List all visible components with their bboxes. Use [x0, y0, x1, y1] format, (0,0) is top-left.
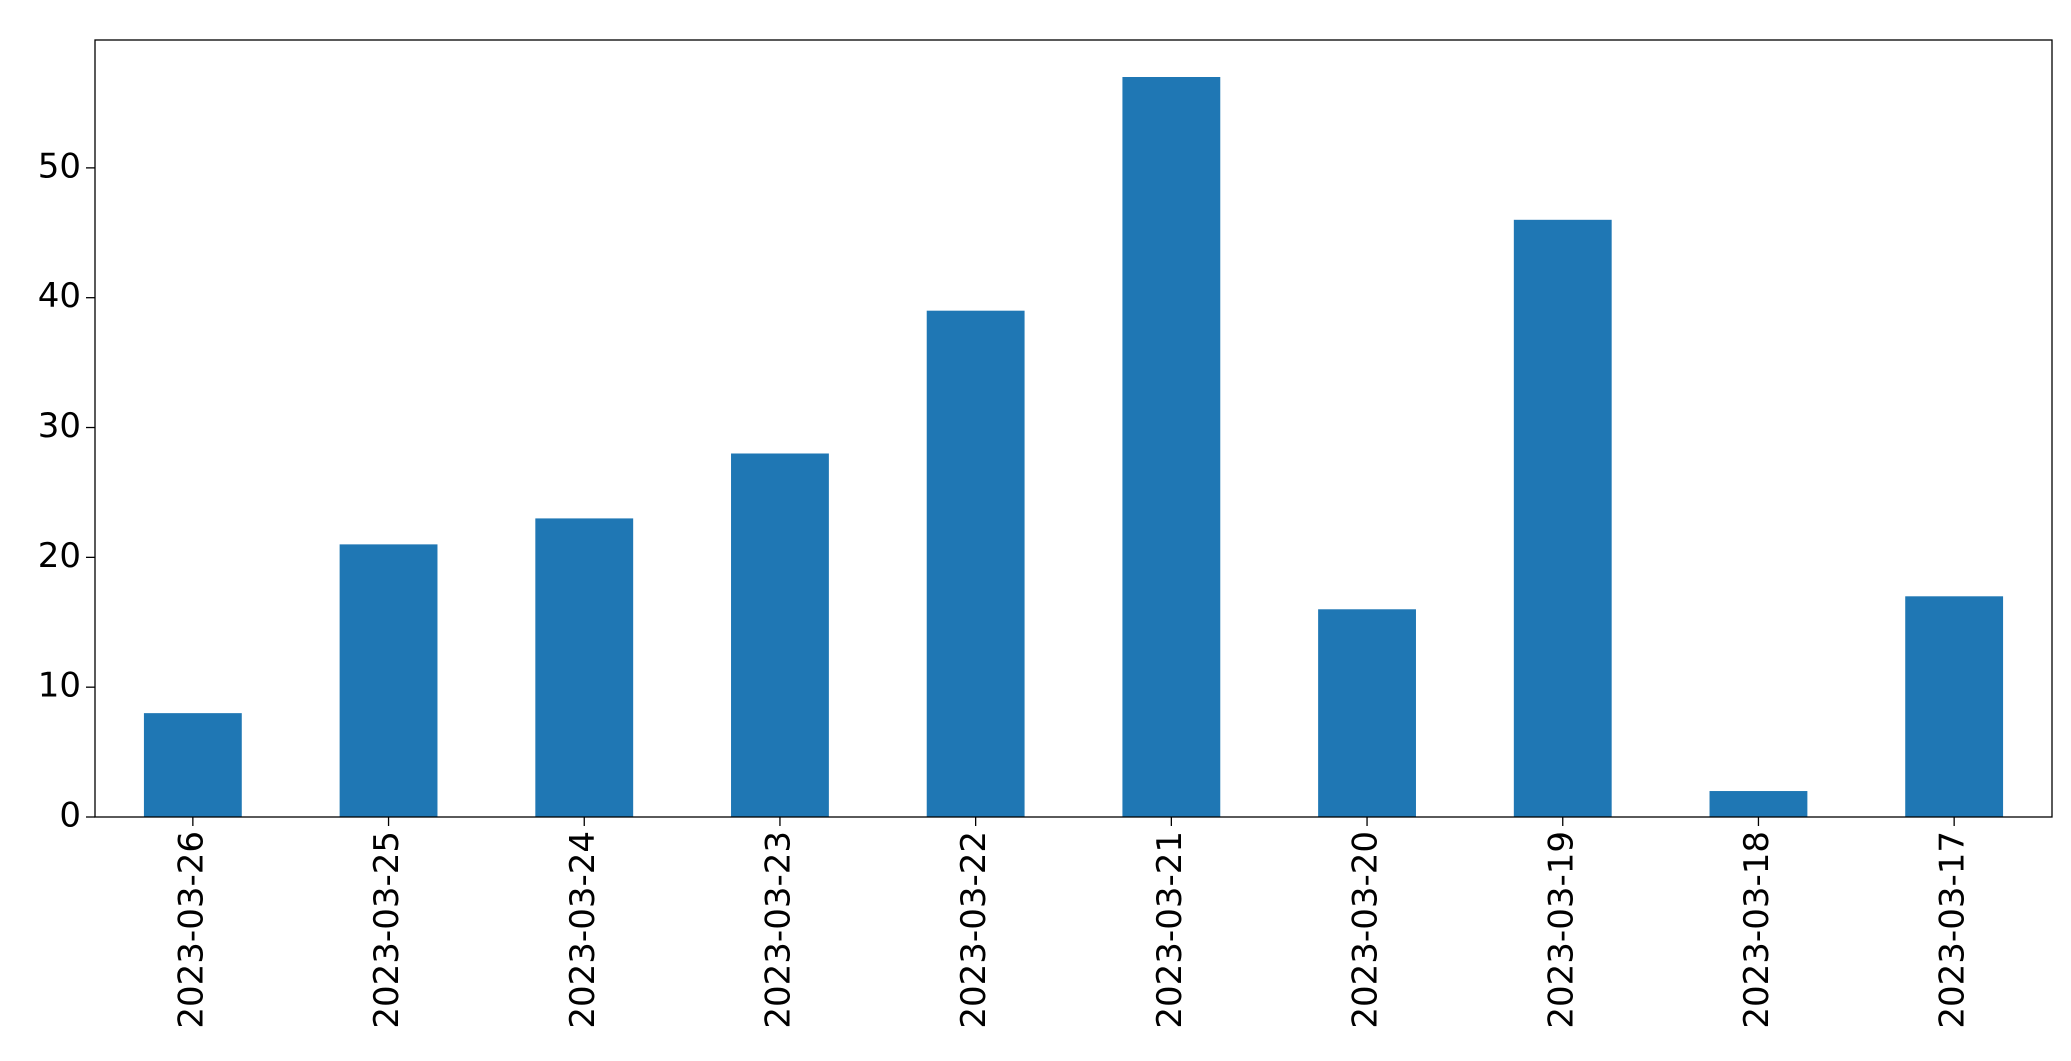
bar	[143, 713, 242, 817]
bar	[1513, 219, 1612, 818]
bar	[339, 544, 438, 817]
y-tick-label: 0	[59, 796, 81, 836]
y-tick-label: 40	[38, 276, 81, 316]
x-tick-label: 2023-03-19	[1541, 831, 1581, 1029]
x-tick-label: 2023-03-21	[1150, 831, 1190, 1029]
bar	[1318, 609, 1416, 817]
y-tick-label: 10	[38, 666, 81, 706]
x-tick-label: 2023-03-18	[1737, 831, 1777, 1029]
y-tick-label: 50	[38, 146, 81, 186]
bar	[731, 453, 829, 817]
bar	[1905, 596, 2004, 817]
bar	[1122, 77, 1221, 817]
axes-frame	[94, 39, 2053, 818]
x-tick-label: 2023-03-24	[563, 831, 603, 1029]
x-tick-label: 2023-03-26	[171, 831, 211, 1029]
x-tick-label: 2023-03-20	[1346, 831, 1386, 1029]
bar	[926, 310, 1025, 817]
y-tick-label: 30	[38, 406, 81, 446]
x-tick-label: 2023-03-17	[1933, 831, 1973, 1029]
bar	[1709, 791, 1808, 817]
y-tick-label: 20	[38, 536, 81, 576]
x-tick-label: 2023-03-25	[367, 831, 407, 1029]
x-tick-label: 2023-03-22	[954, 831, 994, 1029]
x-tick-label: 2023-03-23	[758, 831, 798, 1029]
bar	[535, 518, 634, 817]
